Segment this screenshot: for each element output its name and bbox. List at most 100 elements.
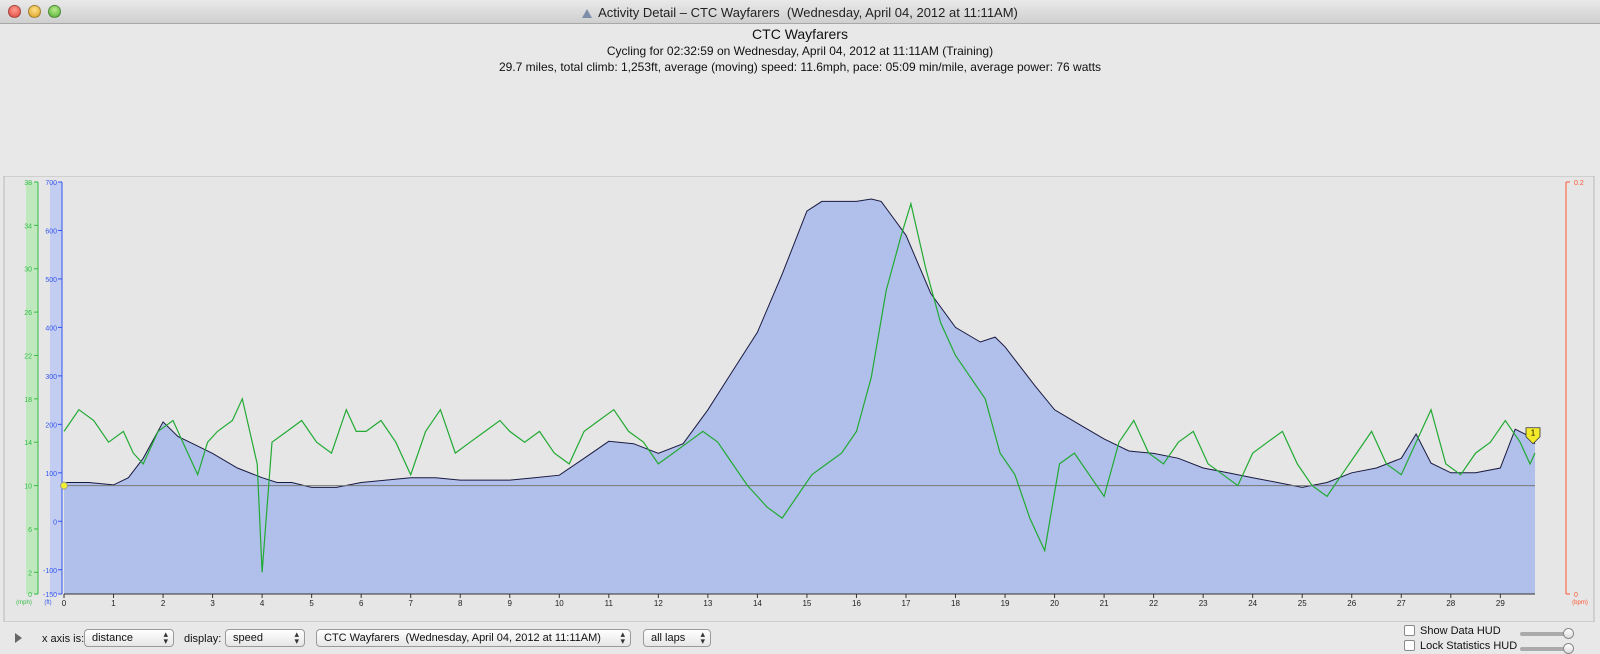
activity-title: CTC Wayfarers <box>752 26 848 42</box>
elevation-tick-label: 400 <box>45 325 57 332</box>
x-tick-label: 17 <box>902 599 911 608</box>
lock-stats-hud-checkbox[interactable]: Lock Statistics HUD <box>1404 640 1517 652</box>
speed-tick-label: 18 <box>24 397 32 404</box>
heart-rate-unit-label: (bpm) <box>1572 600 1588 606</box>
speed-tick-label: 2 <box>28 570 32 577</box>
x-tick-label: 24 <box>1248 599 1257 608</box>
x-tick-label: 8 <box>458 599 463 608</box>
speed-tick-label: 38 <box>24 180 32 187</box>
activity-summary: Cycling for 02:32:59 on Wednesday, April… <box>606 44 994 58</box>
activity-chart[interactable]: 0261014182226303438(mph)-150-10001002003… <box>0 176 1600 622</box>
x-tick-label: 4 <box>260 599 265 608</box>
checkbox-box[interactable] <box>1404 640 1415 651</box>
slider-knob[interactable] <box>1563 643 1574 654</box>
show-data-hud-checkbox[interactable]: Show Data HUD <box>1404 625 1501 637</box>
display-value: speed <box>233 632 263 644</box>
elevation-tick-label: 300 <box>45 374 57 381</box>
activity-value: CTC Wayfarers (Wednesday, April 04, 2012… <box>324 632 601 644</box>
speed-tick-label: 14 <box>24 440 32 447</box>
lap-marker-label: 1 <box>1531 429 1536 438</box>
x-tick-label: 22 <box>1149 599 1158 608</box>
elevation-tick-label: 600 <box>45 228 57 235</box>
x-tick-label: 7 <box>408 599 413 608</box>
elevation-tick-label: 500 <box>45 277 57 284</box>
xaxis-popup[interactable]: distance ▴ ▾ <box>84 629 174 647</box>
lap-marker-icon <box>1525 427 1541 445</box>
show-data-hud-label: Show Data HUD <box>1420 625 1501 637</box>
x-tick-label: 27 <box>1397 599 1406 608</box>
popup-arrows-icon: ▴ ▾ <box>700 629 705 646</box>
x-tick-label: 10 <box>555 599 564 608</box>
elevation-tick-label: 100 <box>45 471 57 478</box>
x-tick-label: 12 <box>654 599 663 608</box>
x-tick-label: 23 <box>1199 599 1208 608</box>
window-title: Activity Detail – CTC Wayfarers (Wednesd… <box>0 5 1600 20</box>
speed-line <box>63 201 1536 573</box>
x-tick-label: 6 <box>359 599 364 608</box>
x-tick-label: 14 <box>753 599 762 608</box>
window-title-text: Activity Detail – CTC Wayfarers (Wednesd… <box>598 5 1018 20</box>
speed-tick-label: 22 <box>24 353 32 360</box>
disclosure-triangle-icon[interactable] <box>15 633 22 643</box>
x-tick-label: 1 <box>111 599 116 608</box>
stats-hud-slider[interactable] <box>1520 643 1574 654</box>
minimize-button[interactable] <box>28 5 41 18</box>
checkbox-box[interactable] <box>1404 625 1415 636</box>
x-tick-label: 28 <box>1446 599 1455 608</box>
reference-marker <box>60 481 68 490</box>
elevation-tick-label: 700 <box>45 180 57 187</box>
slider-knob[interactable] <box>1563 628 1574 639</box>
bottom-toolbar: x axis is: distance ▴ ▾ display: speed ▴ ▾ C… <box>0 624 1600 654</box>
x-tick-label: 18 <box>951 599 960 608</box>
x-tick-label: 20 <box>1050 599 1059 608</box>
x-tick-label: 29 <box>1496 599 1505 608</box>
elevation-axis-strip <box>50 182 62 594</box>
elevation-tick-label: 0 <box>53 519 57 526</box>
laps-popup[interactable]: all laps ▴ ▾ <box>643 629 711 647</box>
elevation-tick-label: -100 <box>43 568 57 575</box>
x-tick-label: 13 <box>703 599 712 608</box>
data-hud-slider[interactable] <box>1520 628 1574 639</box>
x-tick-label: 19 <box>1001 599 1010 608</box>
elevation-area <box>64 199 1535 594</box>
elevation-unit-label: (ft) <box>44 600 51 606</box>
popup-arrows-icon: ▴ ▾ <box>294 629 299 646</box>
heart-rate-tick-label: 0 <box>1574 592 1578 599</box>
x-tick-label: 15 <box>802 599 811 608</box>
speed-tick-label: 10 <box>24 484 32 491</box>
close-button[interactable] <box>8 5 21 18</box>
x-tick-label: 3 <box>210 599 215 608</box>
speed-tick-label: 30 <box>24 267 32 274</box>
x-tick-label: 11 <box>605 599 614 608</box>
xaxis-label: x axis is: <box>42 633 85 645</box>
speed-tick-label: 26 <box>24 310 32 317</box>
lock-stats-hud-label: Lock Statistics HUD <box>1420 640 1518 652</box>
x-tick-label: 26 <box>1347 599 1356 608</box>
x-tick-label: 25 <box>1298 599 1307 608</box>
elevation-line <box>64 198 1536 488</box>
document-icon <box>582 9 593 18</box>
speed-tick-label: 34 <box>24 223 32 230</box>
display-popup[interactable]: speed ▴ ▾ <box>225 629 305 647</box>
speed-unit-label: (mph) <box>16 600 32 606</box>
x-tick-label: 5 <box>309 599 314 608</box>
x-tick-label: 21 <box>1100 599 1109 608</box>
x-tick-label: 0 <box>62 599 67 608</box>
xaxis-value: distance <box>92 632 133 644</box>
x-tick-label: 16 <box>852 599 861 608</box>
popup-arrows-icon: ▴ ▾ <box>620 629 625 646</box>
activity-stats: 29.7 miles, total climb: 1,253ft, averag… <box>498 60 1102 74</box>
activity-popup[interactable]: CTC Wayfarers (Wednesday, April 04, 2012… <box>316 629 631 647</box>
x-tick-label: 2 <box>161 599 166 608</box>
title-bar[interactable]: Activity Detail – CTC Wayfarers (Wednesd… <box>0 0 1600 24</box>
display-label: display: <box>184 633 222 645</box>
speed-tick-label: 6 <box>28 527 32 534</box>
speed-axis-strip <box>26 182 38 594</box>
zoom-button[interactable] <box>48 5 61 18</box>
heart-rate-tick-label: 0.2 <box>1574 180 1584 187</box>
speed-tick-label: 0 <box>28 592 32 599</box>
elevation-tick-label: 200 <box>45 422 57 429</box>
popup-arrows-icon: ▴ ▾ <box>163 629 168 646</box>
x-tick-label: 9 <box>508 599 513 608</box>
